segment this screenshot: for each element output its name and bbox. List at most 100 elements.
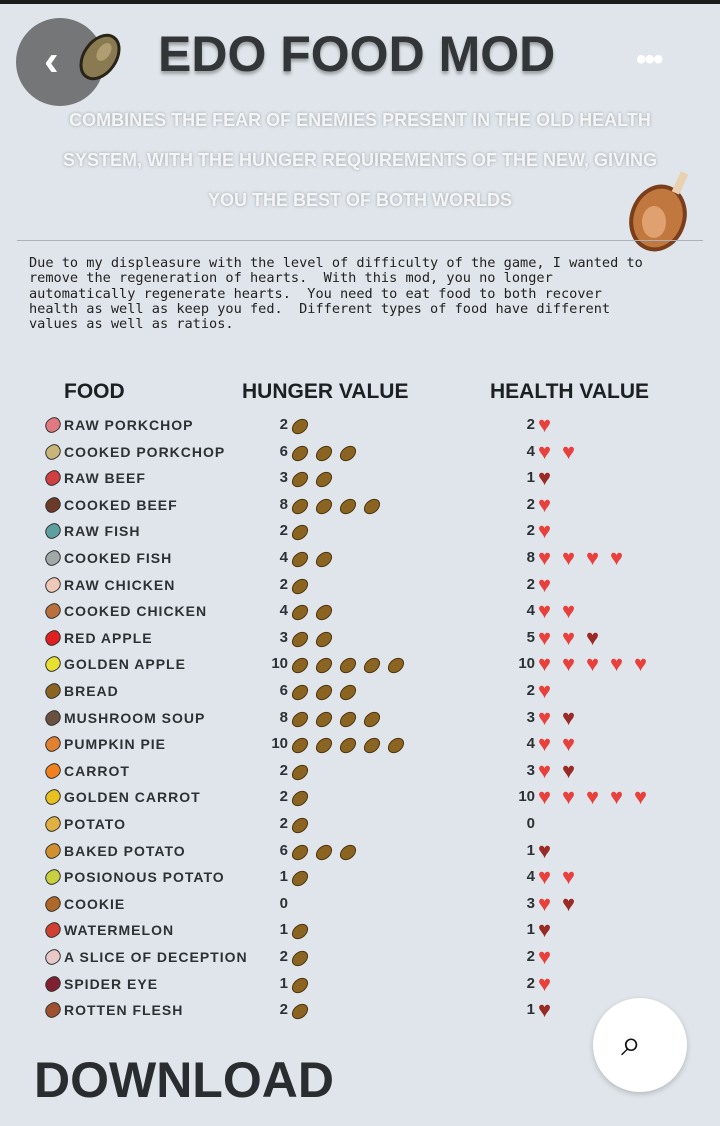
drumstick-icon	[312, 468, 336, 491]
heart-icon: ♥	[562, 438, 576, 464]
food-icon	[42, 680, 64, 702]
health-icons: ♥	[538, 678, 559, 703]
food-name: A SLICE OF DECEPTION	[64, 949, 248, 965]
subtitle: COMBINES THE FEAR OF ENEMIES PRESENT IN …	[20, 100, 700, 220]
heart-icon: ♥	[586, 784, 600, 810]
drumstick-icon	[336, 655, 360, 677]
table-row: POTATO 2 0	[0, 811, 720, 837]
drumstick-icon	[288, 814, 312, 837]
table-row: WATERMELON 1 1 ♥	[0, 917, 720, 943]
visual-search-button[interactable]: ⌕	[593, 998, 687, 1092]
hunger-value: 1	[279, 974, 288, 992]
drumstick-icon	[288, 522, 312, 544]
drumstick-icon	[288, 1000, 312, 1023]
table-row: RAW FISH 2 2 ♥	[0, 518, 720, 544]
health-value: 10	[518, 788, 535, 806]
drumstick-icon	[288, 442, 312, 464]
hunger-icons	[288, 495, 384, 518]
subtitle-line: YOU THE BEST OF BOTH WORLDS	[208, 190, 512, 210]
heart-icon: ♥	[538, 545, 552, 570]
heart-icon: ♥	[538, 731, 552, 757]
health-value: 4	[526, 868, 535, 886]
hunger-icons	[288, 814, 312, 837]
heart-icon: ♥	[562, 545, 576, 570]
more-options-button[interactable]: •••	[636, 43, 663, 76]
hunger-icons	[288, 974, 312, 996]
heart-icon: ♥	[562, 784, 576, 810]
heart-icon: ♥	[562, 651, 576, 677]
food-name: COOKED FISH	[64, 550, 173, 566]
half-heart-icon: ♥	[538, 917, 552, 943]
heart-icon: ♥	[562, 731, 576, 757]
health-icons: ♥	[538, 414, 559, 436]
health-value: 3	[526, 761, 535, 779]
health-icons: ♥ ♥	[538, 731, 583, 757]
health-icons: ♥ ♥	[538, 759, 583, 782]
heart-icon: ♥	[538, 518, 552, 544]
drumstick-icon	[312, 495, 336, 518]
table-row: RAW BEEF 3 1 ♥	[0, 465, 720, 491]
drumstick-icon	[336, 708, 360, 730]
hunger-icons	[288, 628, 336, 651]
hunger-icons	[288, 867, 312, 890]
food-icon	[42, 734, 64, 755]
heart-icon: ♥	[538, 890, 552, 916]
hunger-value: 8	[279, 495, 288, 513]
drumstick-icon	[288, 867, 312, 890]
hunger-value: 3	[279, 469, 288, 487]
food-icon	[42, 1000, 64, 1021]
health-icons: ♥	[538, 467, 559, 489]
heart-icon: ♥	[538, 970, 552, 996]
page-title: EDO FOOD MOD	[158, 26, 556, 82]
health-value: 1	[526, 1001, 535, 1019]
food-icon	[42, 867, 64, 888]
health-icons: ♥ ♥	[538, 706, 583, 729]
heart-icon: ♥	[610, 545, 624, 570]
heart-icon: ♥	[538, 784, 552, 810]
heart-icon: ♥	[562, 864, 576, 890]
drumstick-icon	[312, 655, 336, 677]
food-icon	[42, 468, 64, 489]
hunger-icons	[288, 442, 360, 464]
column-header-health: HEALTH VALUE	[490, 380, 650, 403]
download-button[interactable]: DOWNLOAD	[34, 1052, 334, 1108]
food-name: POSIONOUS POTATO	[64, 869, 225, 886]
food-name: GOLDEN CARROT	[64, 789, 201, 806]
hunger-icons	[288, 761, 312, 784]
heart-icon: ♥	[538, 678, 552, 703]
heart-icon: ♥	[562, 624, 576, 650]
health-icons: ♥ ♥	[538, 438, 583, 464]
health-value: 0	[526, 815, 535, 832]
health-value: 5	[526, 628, 535, 646]
food-name: COOKED CHICKEN	[64, 603, 208, 620]
food-name: COOKED PORKCHOP	[64, 443, 226, 460]
drumstick-icon	[288, 415, 312, 438]
table-row: RAW CHICKEN 2 2 ♥	[0, 572, 720, 598]
hunger-icons	[288, 575, 312, 597]
heart-icon: ♥	[538, 598, 552, 624]
food-icon	[42, 920, 64, 941]
heart-icon: ♥	[538, 624, 552, 650]
drumstick-icon	[336, 841, 360, 863]
food-name: BREAD	[64, 683, 119, 699]
health-value: 2	[526, 948, 535, 965]
hunger-value: 6	[279, 442, 288, 460]
half-heart-icon: ♥	[562, 890, 576, 916]
hunger-value: 1	[279, 921, 288, 939]
health-icons: ♥ ♥ ♥ ♥ ♥	[538, 784, 655, 810]
heart-icon: ♥	[538, 651, 552, 677]
drumstick-icon	[336, 681, 360, 704]
hunger-icons	[288, 655, 408, 677]
food-icon	[42, 494, 64, 515]
health-icons: ♥	[538, 839, 559, 862]
table-row: RED APPLE 3 5 ♥ ♥ ♥	[0, 625, 720, 651]
health-value: 4	[526, 735, 535, 753]
health-value: 2	[526, 522, 535, 540]
hunger-value: 2	[279, 761, 288, 779]
food-name: COOKIE	[64, 895, 126, 912]
drumstick-icon	[312, 708, 336, 730]
table-row: BAKED POTATO 6 1 ♥	[0, 838, 720, 864]
table-row: SPIDER EYE 1 2 ♥	[0, 971, 720, 997]
food-icon	[42, 813, 64, 835]
column-header-food: FOOD	[64, 380, 125, 403]
